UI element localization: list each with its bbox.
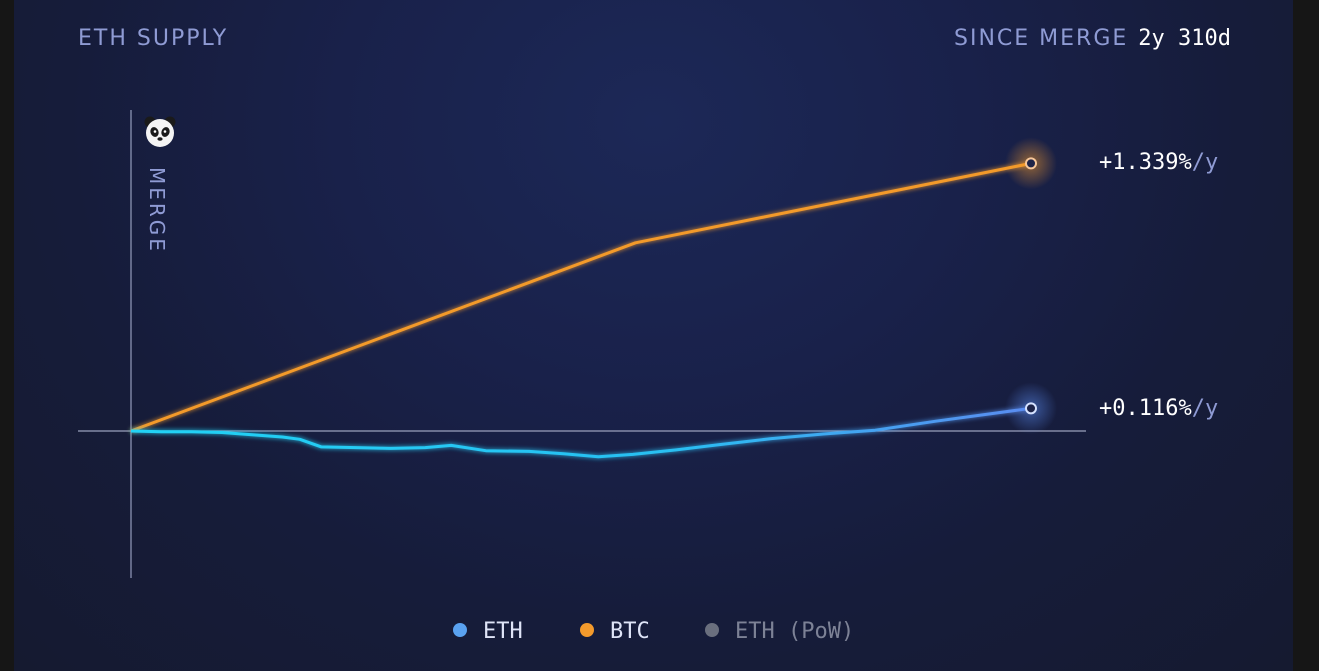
legend-label-btc: BTC	[610, 619, 650, 644]
eth-rate-unit: /y	[1192, 396, 1219, 421]
legend-label-eth-pow: ETH (PoW)	[735, 619, 854, 644]
series-line-eth	[130, 406, 1032, 459]
supply-chart: MERGE +1.339%/y +0.116%/y ETH BTC	[78, 110, 1218, 644]
eth-rate-value: +0.116%	[1099, 396, 1192, 421]
right-frame	[1293, 0, 1319, 671]
legend-item-eth-pow[interactable]: ETH (PoW)	[705, 619, 854, 644]
since-merge: SINCE MERGE 2y 310d	[954, 26, 1231, 51]
legend: ETH BTC ETH (PoW)	[453, 619, 854, 644]
series-line-btc	[130, 161, 1032, 433]
legend-label-eth: ETH	[483, 619, 523, 644]
since-merge-value: 2y 310d	[1138, 26, 1231, 51]
left-frame	[0, 0, 14, 671]
since-merge-label: SINCE MERGE	[954, 26, 1129, 51]
btc-end-point	[1025, 157, 1037, 170]
legend-item-btc[interactable]: BTC	[580, 619, 650, 644]
btc-end-label: +1.339%/y	[1099, 150, 1218, 175]
btc-rate-unit: /y	[1192, 150, 1219, 175]
panda-icon	[144, 116, 176, 147]
btc-rate-value: +1.339%	[1099, 150, 1192, 175]
eth-end-label: +0.116%/y	[1099, 396, 1218, 421]
legend-dot-eth-pow	[705, 623, 719, 637]
legend-item-eth[interactable]: ETH	[453, 619, 523, 644]
merge-label: MERGE	[145, 167, 169, 254]
chart-title: ETH SUPPLY	[78, 26, 229, 51]
legend-dot-eth	[453, 623, 467, 637]
eth-supply-card: ETH SUPPLY SINCE MERGE 2y 310d	[14, 0, 1293, 671]
legend-dot-btc	[580, 623, 594, 637]
eth-end-point	[1025, 402, 1037, 415]
